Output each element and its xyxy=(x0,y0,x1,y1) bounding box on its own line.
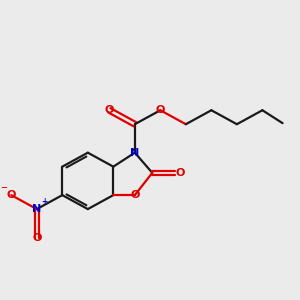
Text: +: + xyxy=(41,197,47,206)
Text: O: O xyxy=(130,190,140,200)
Text: O: O xyxy=(105,105,114,115)
Text: O: O xyxy=(175,168,184,178)
Text: N: N xyxy=(32,204,41,214)
Text: O: O xyxy=(32,232,41,243)
Text: −: − xyxy=(0,183,7,192)
Text: N: N xyxy=(130,148,140,158)
Text: O: O xyxy=(156,105,165,115)
Text: O: O xyxy=(7,190,16,200)
